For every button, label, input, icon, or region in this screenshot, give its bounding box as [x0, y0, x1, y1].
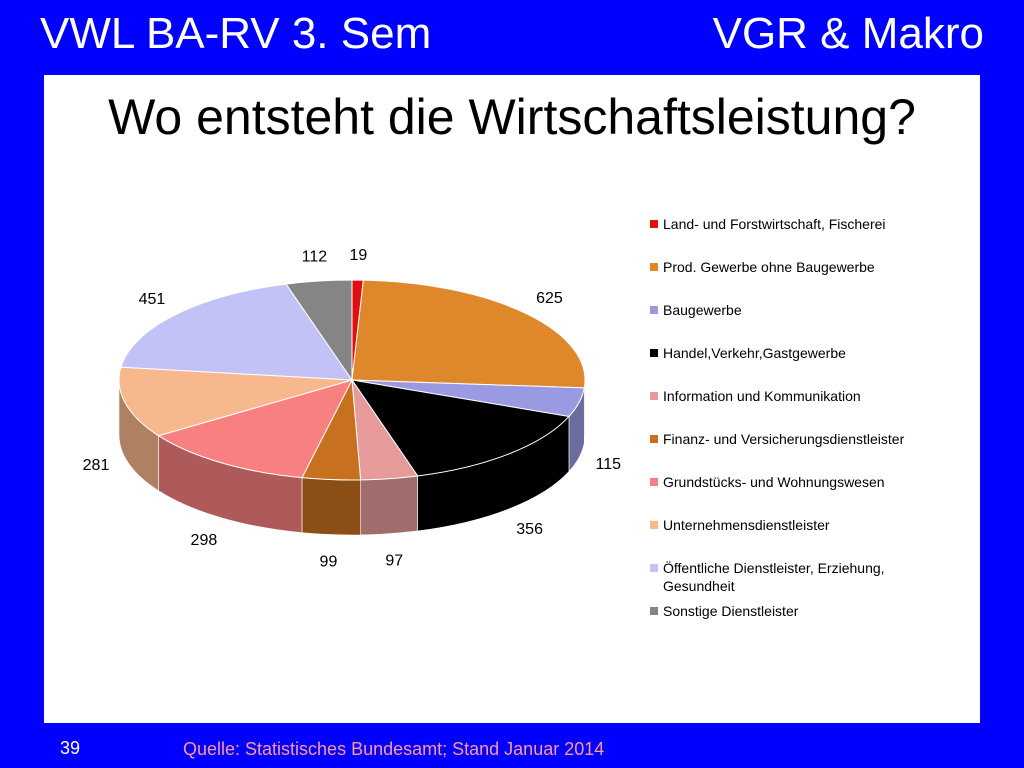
legend-swatch	[650, 564, 658, 572]
source-note: Quelle: Statistisches Bundesamt; Stand J…	[183, 739, 605, 759]
legend-item: Handel,Verkehr,Gastgewerbe	[650, 344, 950, 362]
legend-item: Finanz- und Versicherungsdienstleister	[650, 430, 950, 448]
legend-item: Prod. Gewerbe ohne Baugewerbe	[650, 258, 950, 276]
pie-slice-9	[285, 279, 353, 382]
data-label-3: 356	[516, 521, 543, 538]
pie-slice-8	[120, 283, 353, 381]
legend-item: Baugewerbe	[650, 301, 950, 319]
pie-side-5	[301, 477, 361, 536]
legend-label: Unternehmensdienstleister	[663, 517, 830, 533]
legend-label: Öffentliche Dienstleister, Erziehung, Ge…	[663, 560, 885, 594]
legend-item: Land- und Forstwirtschaft, Fischerei	[650, 215, 950, 233]
chart-panel: Wo entsteht die Wirtschaftsleistung? 19 6…	[44, 75, 980, 723]
pie-side-4	[360, 475, 418, 536]
legend-swatch	[650, 435, 658, 443]
data-label-5: 99	[320, 553, 338, 570]
data-label-0: 19	[350, 247, 368, 264]
data-label-8: 451	[139, 291, 166, 308]
data-label-6: 298	[191, 532, 218, 549]
legend-item: Unternehmensdienstleister	[650, 516, 950, 534]
legend-label: Grundstücks- und Wohnungswesen	[663, 474, 885, 490]
legend-swatch	[650, 392, 658, 400]
legend-label: Finanz- und Versicherungsdienstleister	[663, 431, 905, 447]
page-number: 39	[60, 738, 81, 758]
data-label-1: 625	[536, 290, 563, 307]
pie-slice-1	[351, 279, 586, 389]
data-label-9: 112	[302, 248, 328, 265]
chart-title: Wo entsteht die Wirtschaftsleistung?	[108, 89, 916, 145]
legend-label: Baugewerbe	[663, 302, 742, 318]
pie-labels: 19 625 115 356 97 99 298 281 451 112	[83, 247, 622, 570]
legend-swatch	[650, 306, 658, 314]
data-label-4: 97	[385, 552, 403, 569]
legend-label: Handel,Verkehr,Gastgewerbe	[663, 345, 846, 361]
pie-sides	[118, 379, 586, 536]
header-left-title: VWL BA-RV 3. Sem	[40, 9, 432, 58]
pie-slice-3	[350, 379, 570, 477]
pie-chart: 19 625 115 356 97 99 298 281 451 112	[83, 247, 622, 570]
legend-item: Sonstige Dienstleister	[650, 602, 950, 620]
legend-label: Information und Kommunikation	[663, 388, 861, 404]
legend-item: Information und Kommunikation	[650, 387, 950, 405]
legend-swatch	[650, 478, 658, 486]
legend-item: Grundstücks- und Wohnungswesen	[650, 473, 950, 491]
legend-swatch	[650, 521, 658, 529]
legend-swatch	[650, 263, 658, 271]
legend-swatch	[650, 349, 658, 357]
header-right-title: VGR & Makro	[712, 9, 984, 58]
pie-slice-6	[157, 379, 353, 479]
legend-label: Sonstige Dienstleister	[663, 603, 799, 619]
pie-slice-7	[118, 366, 353, 437]
legend-label: Prod. Gewerbe ohne Baugewerbe	[663, 259, 875, 275]
legend-swatch	[650, 607, 658, 615]
legend-label: Land- und Forstwirtschaft, Fischerei	[663, 216, 886, 232]
pie-top	[118, 279, 586, 481]
legend-item: Öffentliche Dienstleister, Erziehung, Ge…	[650, 559, 950, 595]
data-label-7: 281	[83, 457, 110, 474]
legend-swatch	[650, 220, 658, 228]
data-label-2: 115	[596, 456, 622, 473]
